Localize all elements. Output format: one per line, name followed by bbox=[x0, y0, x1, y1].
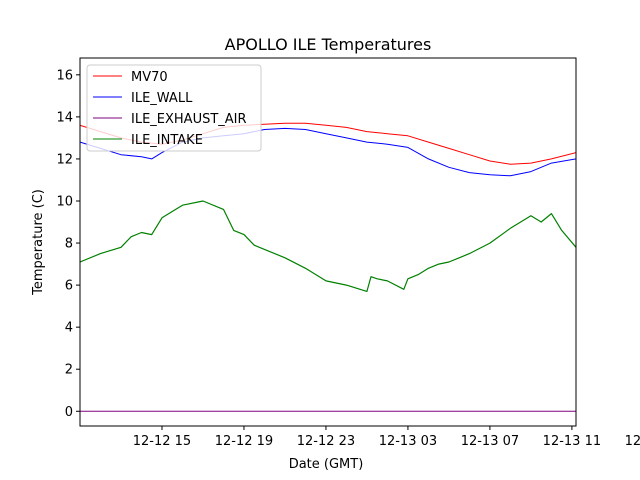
chart-title: APOLLO ILE Temperatures bbox=[225, 35, 432, 54]
series-line-ile-wall bbox=[80, 127, 576, 177]
x-tick-label: 12-13 07 bbox=[461, 434, 519, 449]
x-tick-label: 12-13 03 bbox=[379, 434, 437, 449]
y-tick-label: 8 bbox=[65, 237, 73, 252]
y-tick-label: 4 bbox=[65, 321, 73, 336]
legend-label: ILE_EXHAUST_AIR bbox=[131, 112, 247, 127]
x-tick-label: 12-13 15 bbox=[625, 434, 640, 449]
y-axis-ticks: 0 2 4 6 8 10 12 14 16 bbox=[56, 68, 80, 420]
y-tick-label: 14 bbox=[56, 110, 73, 125]
x-tick-label: 12-13 11 bbox=[543, 434, 601, 449]
series-line-ile-intake bbox=[80, 200, 576, 292]
legend-label: ILE_INTAKE bbox=[131, 133, 203, 148]
x-tick-label: 12-12 15 bbox=[133, 434, 191, 449]
x-axis-label: Date (GMT) bbox=[289, 457, 364, 472]
plot-frame bbox=[79, 57, 577, 427]
y-tick-label: 0 bbox=[65, 405, 73, 420]
y-tick-label: 16 bbox=[56, 68, 73, 83]
y-tick-label: 10 bbox=[56, 194, 73, 209]
y-tick-label: 2 bbox=[65, 363, 73, 378]
x-tick-label: 12-12 23 bbox=[297, 434, 355, 449]
y-tick-label: 12 bbox=[56, 152, 73, 167]
legend-label: ILE_WALL bbox=[131, 91, 193, 106]
y-axis-label: Temperature (C) bbox=[31, 189, 46, 296]
x-tick-label: 12-12 19 bbox=[215, 434, 273, 449]
legend-box bbox=[86, 64, 262, 152]
chart-legend: MV70 ILE_WALL ILE_EXHAUST_AIR ILE_INTAKE bbox=[86, 64, 262, 152]
legend-label: MV70 bbox=[131, 70, 168, 85]
y-tick-label: 6 bbox=[65, 279, 73, 294]
x-axis-ticks: 12-12 15 12-12 19 12-12 23 12-13 03 12-13 07… bbox=[133, 426, 640, 449]
